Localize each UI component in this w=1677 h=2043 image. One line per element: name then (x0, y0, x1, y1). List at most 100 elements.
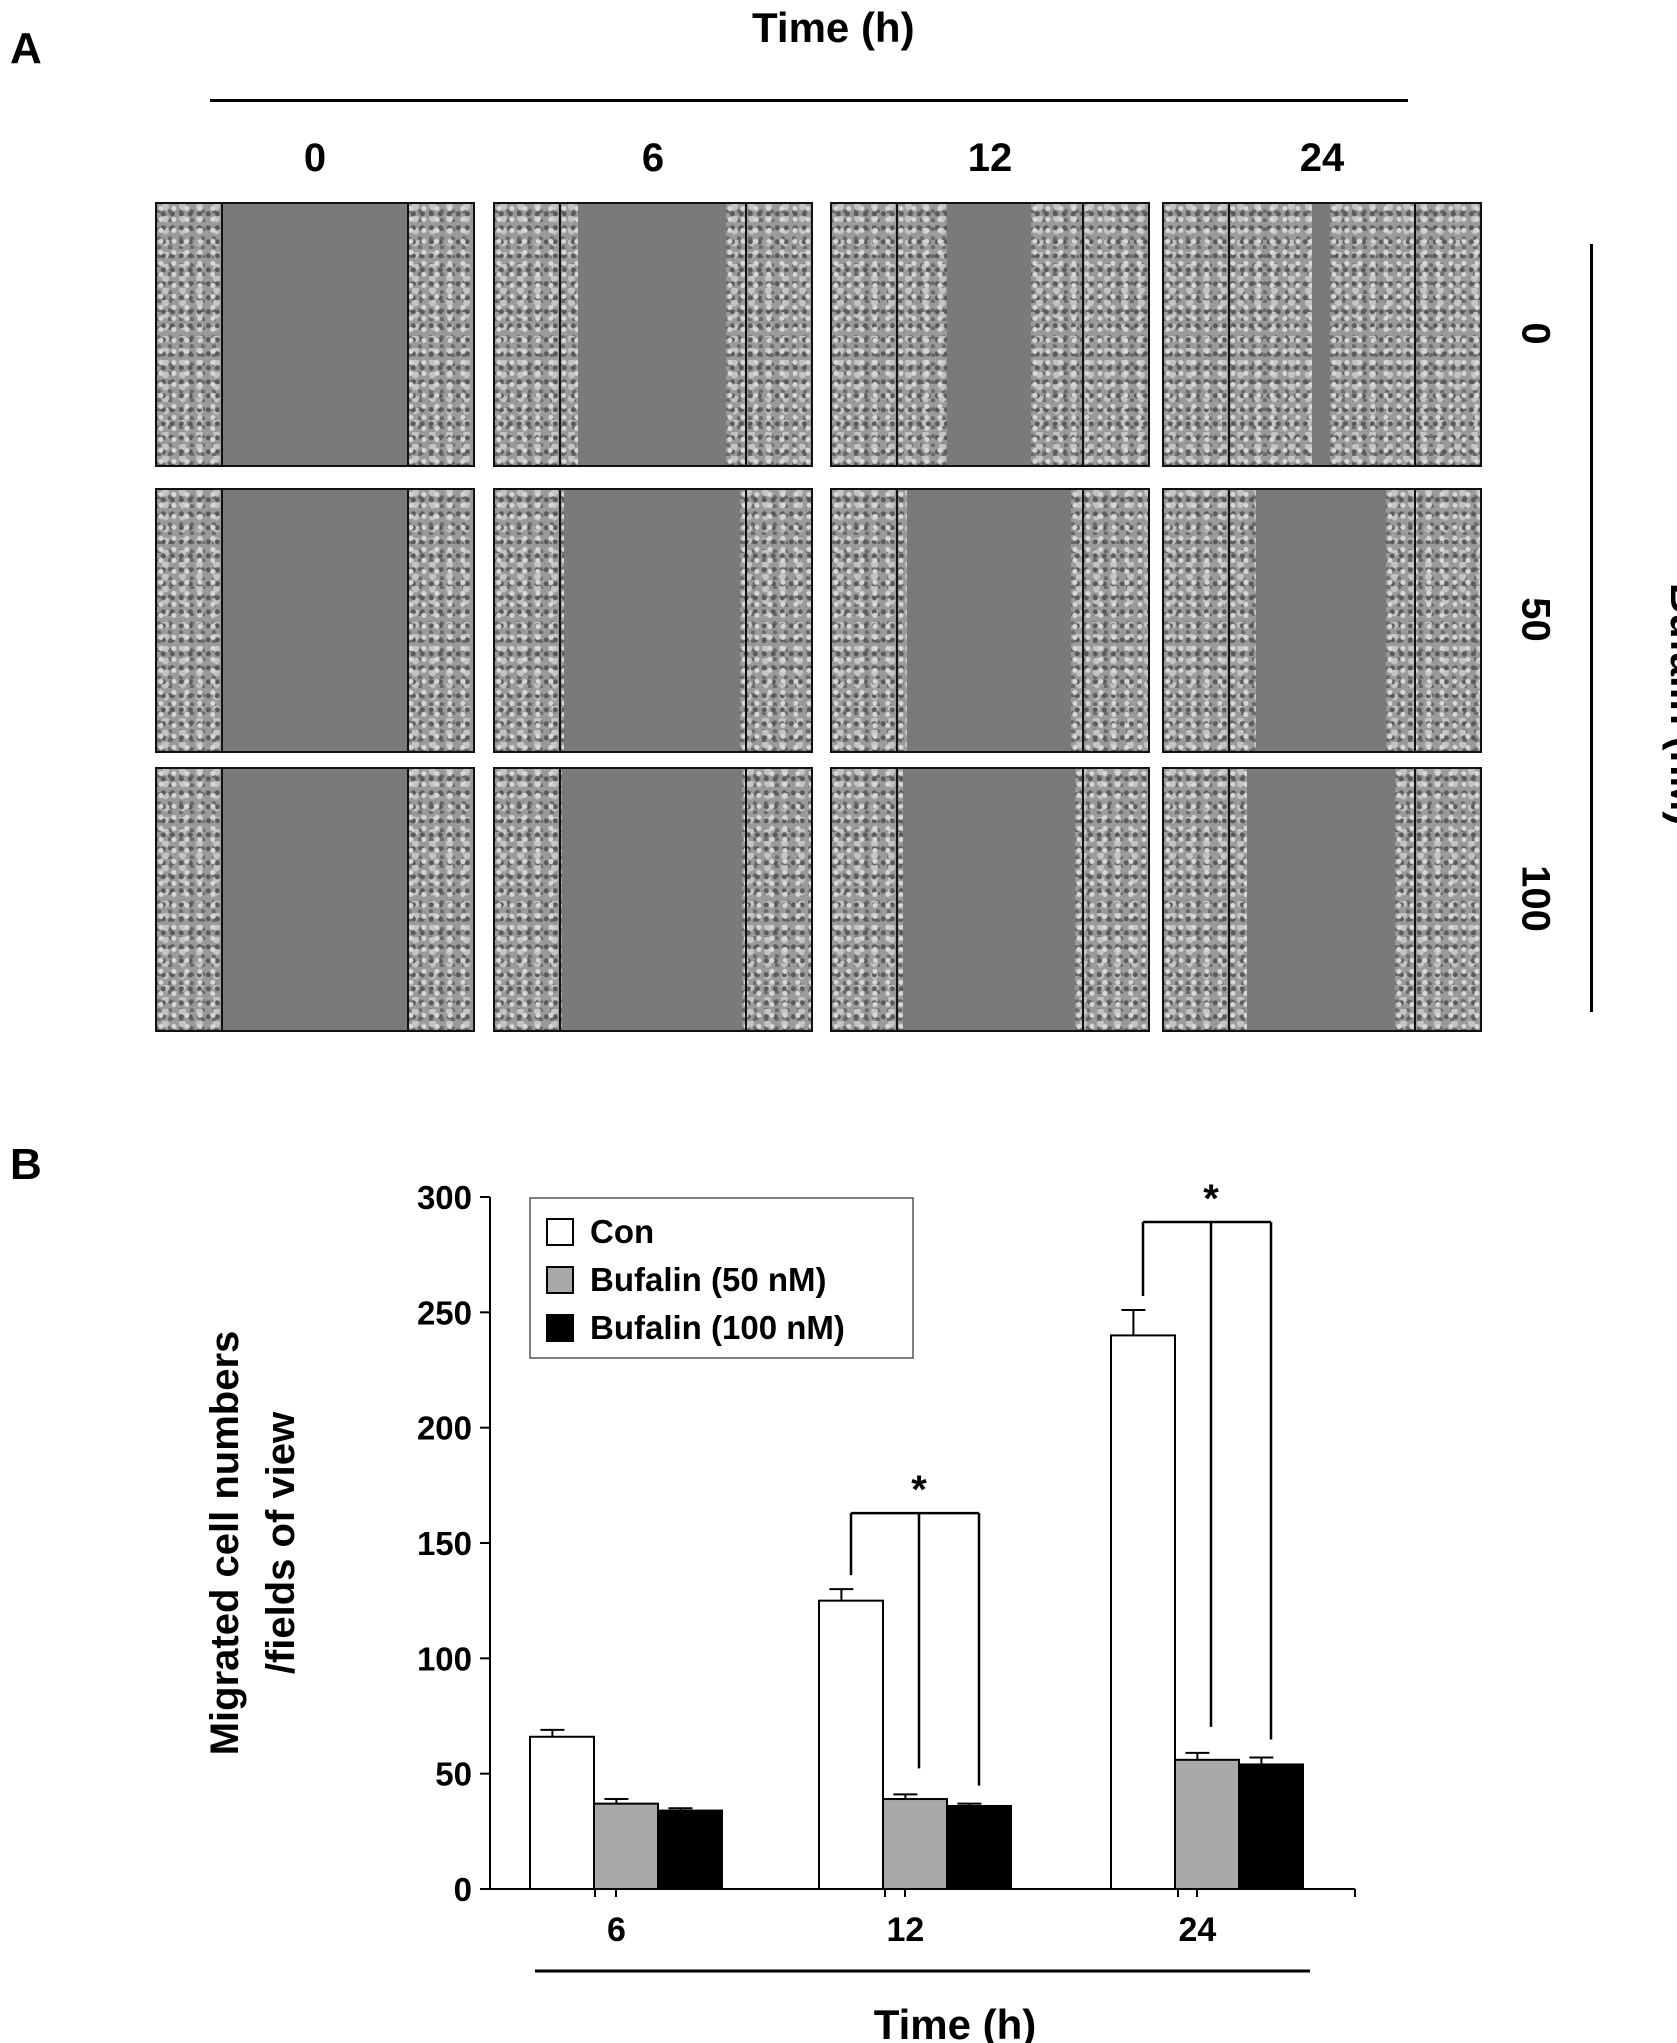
wound-edge-line (896, 769, 898, 1030)
bar (1238, 1763, 1304, 1890)
significance-star: * (1203, 1177, 1219, 1221)
legend-swatch (546, 1218, 574, 1246)
wound-edge-line (1228, 490, 1230, 751)
cell-layer-left (157, 204, 221, 465)
cell-layer-left (495, 490, 564, 751)
micrograph-tile (155, 488, 475, 753)
wound-edge-line (745, 490, 747, 751)
x-tick-label: 6 (607, 1911, 626, 1949)
legend-label: Bufalin (50 nM) (590, 1261, 827, 1298)
x-tick-label: 24 (1178, 1911, 1216, 1949)
cell-layer-left (495, 204, 578, 465)
micrograph-tile (155, 767, 475, 1032)
y-tick-label: 150 (417, 1525, 472, 1562)
time-tick-label: 0 (303, 136, 327, 180)
x-axis-label: Time (h) (874, 2001, 1037, 2043)
bufalin-tick-label: 0 (1513, 321, 1558, 345)
legend-swatch (546, 1314, 574, 1342)
cell-layer-left (1164, 769, 1247, 1030)
cell-layer-right (407, 204, 473, 465)
wound-gap (1311, 204, 1331, 465)
bar (529, 1735, 595, 1891)
wound-edge-line (896, 204, 898, 465)
bufalin-tick-label: 50 (1513, 596, 1558, 642)
micrograph-tile (493, 202, 813, 467)
wound-edge-line (1082, 769, 1084, 1030)
wound-edge-line (1082, 490, 1084, 751)
cell-layer-left (832, 769, 904, 1030)
wound-edge-line (745, 769, 747, 1030)
wound-edge-line (559, 204, 561, 465)
time-tick-label: 6 (641, 136, 665, 180)
cell-layer-right (1395, 769, 1480, 1030)
wound-gap (561, 769, 743, 1030)
wound-edge-line (896, 490, 898, 751)
micrograph-tile (830, 767, 1150, 1032)
y-tick-label: 50 (435, 1756, 472, 1793)
cell-layer-left (832, 490, 908, 751)
wound-edge-line (221, 490, 223, 751)
wound-edge-line (221, 204, 223, 465)
cell-layer-right (726, 204, 811, 465)
panel-a-time-bracket (210, 99, 1408, 102)
wound-gap (563, 490, 741, 751)
cell-layer-left (1164, 204, 1312, 465)
panel-a-letter: A (10, 24, 42, 73)
cell-layer-left (832, 204, 948, 465)
bar (1110, 1334, 1176, 1890)
wound-edge-line (407, 769, 409, 1030)
wound-gap (577, 204, 727, 465)
wound-edge-line (1414, 490, 1416, 751)
cell-layer-right (1386, 490, 1480, 751)
wound-gap (903, 769, 1075, 1030)
wound-gap (907, 490, 1071, 751)
cell-layer-left (157, 490, 221, 751)
wound-gap (221, 204, 407, 465)
cell-layer-right (740, 490, 811, 751)
micrograph-tile (830, 202, 1150, 467)
y-tick-label: 300 (417, 1179, 472, 1216)
wound-edge-line (1414, 204, 1416, 465)
bar (593, 1802, 659, 1890)
bar (818, 1599, 884, 1890)
wound-edge-line (1228, 769, 1230, 1030)
micrograph-tile (1162, 767, 1482, 1032)
wound-edge-line (407, 490, 409, 751)
legend-box (529, 1197, 914, 1359)
y-axis-label-line: /fields of view (259, 1411, 303, 1674)
legend-label: Bufalin (100 nM) (590, 1309, 845, 1346)
y-tick-label: 100 (417, 1640, 472, 1677)
y-tick-label: 250 (417, 1294, 472, 1331)
micrograph-tile (155, 202, 475, 467)
y-axis-label-line: Migrated cell numbers (203, 1331, 247, 1756)
y-tick-label: 0 (454, 1871, 472, 1908)
cell-layer-right (742, 769, 811, 1030)
cell-layer-right (1330, 204, 1480, 465)
micrograph-tile (830, 488, 1150, 753)
cell-layer-right (1030, 204, 1148, 465)
cell-layer-right (407, 490, 473, 751)
bar (657, 1809, 723, 1890)
wound-gap (1246, 769, 1396, 1030)
wound-gap (1255, 490, 1387, 751)
cell-layer-left (495, 769, 562, 1030)
bufalin-tick-label: 100 (1513, 864, 1558, 932)
bar (946, 1804, 1012, 1891)
wound-edge-line (407, 204, 409, 465)
cell-layer-right (1074, 769, 1148, 1030)
y-tick-label: 200 (417, 1410, 472, 1447)
panel-a-bufalin-title: Bufalin (nM) (1662, 582, 1677, 826)
wound-gap (947, 204, 1031, 465)
wound-edge-line (745, 204, 747, 465)
legend-swatch (546, 1266, 574, 1294)
micrograph-tile (493, 767, 813, 1032)
wound-edge-line (1228, 204, 1230, 465)
cell-layer-left (157, 769, 221, 1030)
time-tick-label: 24 (1299, 136, 1345, 180)
panel-a-time-title: Time (h) (752, 4, 915, 51)
wound-gap (221, 490, 407, 751)
bar-chart: 0 50 100 150 200 250 300 Migrated cell numbers /… (203, 1177, 1356, 2043)
wound-edge-line (1414, 769, 1416, 1030)
time-tick-label: 12 (967, 136, 1013, 180)
micrograph-tile (493, 488, 813, 753)
